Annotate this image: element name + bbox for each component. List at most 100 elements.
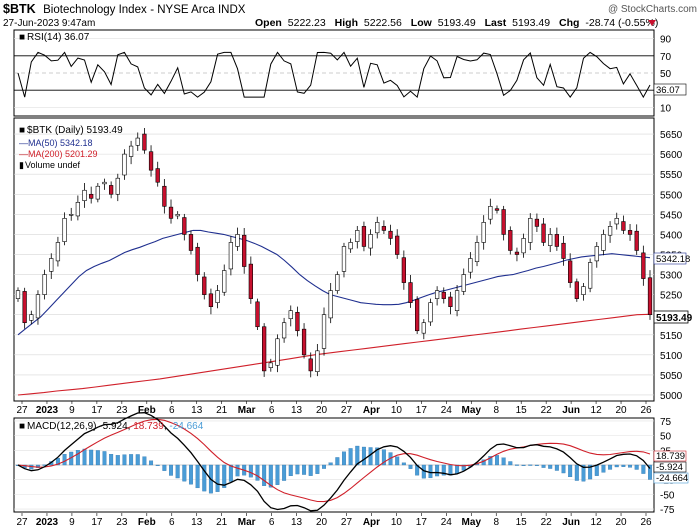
macd-histogram-bar [95,450,100,466]
macd-histogram-bar [295,464,300,475]
x-tick-label-bottom: Feb [138,517,156,528]
rsi-legend-text: RSI(14) 36.07 [27,32,90,43]
candle-body [235,234,240,247]
candle-body [428,302,433,323]
candle-body [521,238,526,254]
candle-body [574,281,579,299]
macd-histogram-bar [508,461,513,466]
candle-body [69,214,74,216]
macd-histogram-bar [601,464,606,473]
candle-body [461,274,466,292]
macd-histogram-bar [182,464,187,482]
macd-histogram-bar [634,464,639,470]
candle-body [388,230,393,239]
candle-body [601,234,606,251]
macd-histogram-bar [561,464,566,474]
candle-body [275,338,280,366]
price-tick-label: 5450 [660,210,683,221]
rsi-panel [13,29,655,117]
candle-body [607,226,613,236]
candle-body [321,314,327,349]
macd-histogram-bar [129,454,134,466]
candle-body [315,350,320,372]
x-tick-label-bottom: 6 [169,517,175,528]
macd-legend-macd: -5.924 [99,421,128,432]
macd-histogram-bar [215,464,220,492]
x-tick-label-middle: 22 [541,405,553,416]
macd-histogram-bar [322,464,327,469]
candle-body [115,177,120,195]
candle-body [182,217,187,235]
candle-body [295,311,300,332]
macd-histogram-bar [441,464,446,476]
macd-legend-signal: 18.739 [133,421,164,432]
x-tick-label-middle: Mar [238,405,256,416]
macd-histogram-bar [328,462,333,466]
rsi-grid [14,38,654,108]
candle-body [554,234,559,247]
candle-body [341,246,347,272]
x-tick-label-bottom: 9 [69,517,75,528]
x-tick-label-bottom: 27 [341,517,353,528]
chg-value: -28.74 (-0.55%) [585,17,658,29]
macd-histogram-bar [554,464,559,471]
price-legend-main-text: $BTK (Daily) 5193.49 [27,125,123,136]
rsi-tick-label: 10 [660,103,672,114]
candle-body [308,358,313,372]
price-bullet-icon: ■ [19,125,25,136]
candle-body [175,214,180,217]
price-legend-ma50: —MA(50) 5342.18 [19,138,93,148]
candle-body [501,209,506,235]
x-tick-label-bottom: 12 [591,517,603,528]
x-tick-label-middle: 17 [91,405,103,416]
candle-body [195,246,200,275]
candle-body [434,290,440,299]
candle-body [188,234,194,251]
rsi-bullet-icon: ■ [19,32,25,43]
x-tick-label-middle: 6 [269,405,275,416]
macd-histogram-bar [275,464,280,485]
candle-body [541,223,546,243]
candle-body [228,242,234,270]
macd-histogram-bar [248,464,253,478]
candle-body [248,263,253,299]
candle-body [335,274,340,291]
ticker: $BTK [3,2,36,16]
high-label: High [335,17,358,29]
ma50-swatch-icon: — [19,138,28,148]
x-tick-label-middle: 27 [16,405,28,416]
macd-histogram-bar [355,445,360,466]
x-tick-label-middle: 15 [516,405,528,416]
x-tick-label-middle: Feb [138,405,156,416]
volume-legend-text: Volume undef [25,160,81,170]
candle-body [168,206,174,219]
macd-histogram-bar [222,464,227,488]
candle-body [514,251,520,255]
candle-body [15,290,21,299]
x-tick-label-bottom: 6 [269,517,275,528]
macd-histogram-bar [628,464,633,468]
candle-body [122,153,127,176]
price-tick-label: 5150 [660,331,683,342]
macd-histogram-bar [255,464,260,481]
candle-body [75,201,81,217]
price-ticks: 5650560055505500545054005350530052505200… [660,130,683,402]
macd-histogram-bar [395,456,400,466]
ma50-value-box [653,252,687,265]
candle-body [375,222,380,234]
candle-body [148,151,154,171]
candle-body [401,257,406,283]
candle-body [155,168,160,183]
open-value: 5222.23 [288,17,326,29]
macd-histogram-bar [361,446,366,466]
rsi-line [17,51,651,99]
candle-body [381,226,387,231]
candle-body [22,291,27,324]
high-value: 5222.56 [364,17,402,29]
x-tick-label-bottom: May [462,517,482,528]
price-tick-label: 5000 [660,391,683,402]
candle-body [95,185,100,200]
candle-body [222,270,227,293]
candle-body [534,218,540,227]
macd-histogram-bar [155,464,160,466]
